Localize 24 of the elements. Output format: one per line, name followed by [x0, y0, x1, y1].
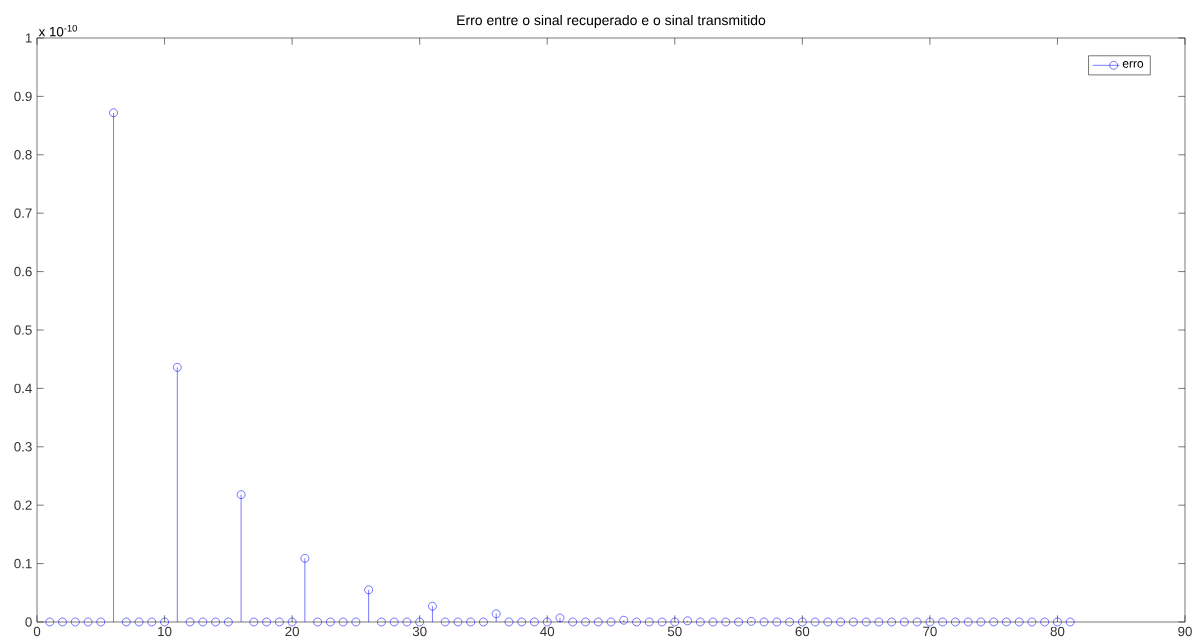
- y-tick-label: 0.1: [14, 558, 32, 569]
- x-tick-label: 80: [1050, 626, 1065, 637]
- x-tick-label: 70: [923, 626, 937, 637]
- y-tick-label: 0.7: [14, 208, 32, 218]
- y-tick-label: 0: [25, 617, 32, 627]
- y-tick-label: 1: [25, 33, 32, 43]
- x-tick-label: 60: [795, 626, 810, 637]
- chart-title: Erro entre o sinal recuperado e o sinal transmitido: [457, 14, 766, 28]
- y-tick-label: 0.6: [14, 266, 32, 277]
- y-tick-label: 0.5: [14, 325, 32, 335]
- y-tick-label: 0.3: [14, 442, 32, 452]
- x-tick-label: 90: [1178, 626, 1192, 637]
- legend-label: erro: [1122, 61, 1144, 68]
- y-tick-label: 0.2: [14, 500, 32, 510]
- y-tick-label: 0.8: [14, 150, 32, 160]
- x-tick-label: 0: [33, 626, 41, 637]
- y-tick-label: 0.9: [14, 91, 32, 102]
- x-tick-label: 50: [667, 626, 682, 637]
- x-tick-label: 20: [285, 626, 300, 637]
- x-tick-label: 40: [540, 626, 555, 637]
- x-tick-label: 10: [158, 626, 172, 637]
- y-tick-label: 0.4: [14, 383, 32, 394]
- x-tick-label: 30: [412, 626, 427, 637]
- text: x 10$^{-10}$: [38, 24, 77, 37]
